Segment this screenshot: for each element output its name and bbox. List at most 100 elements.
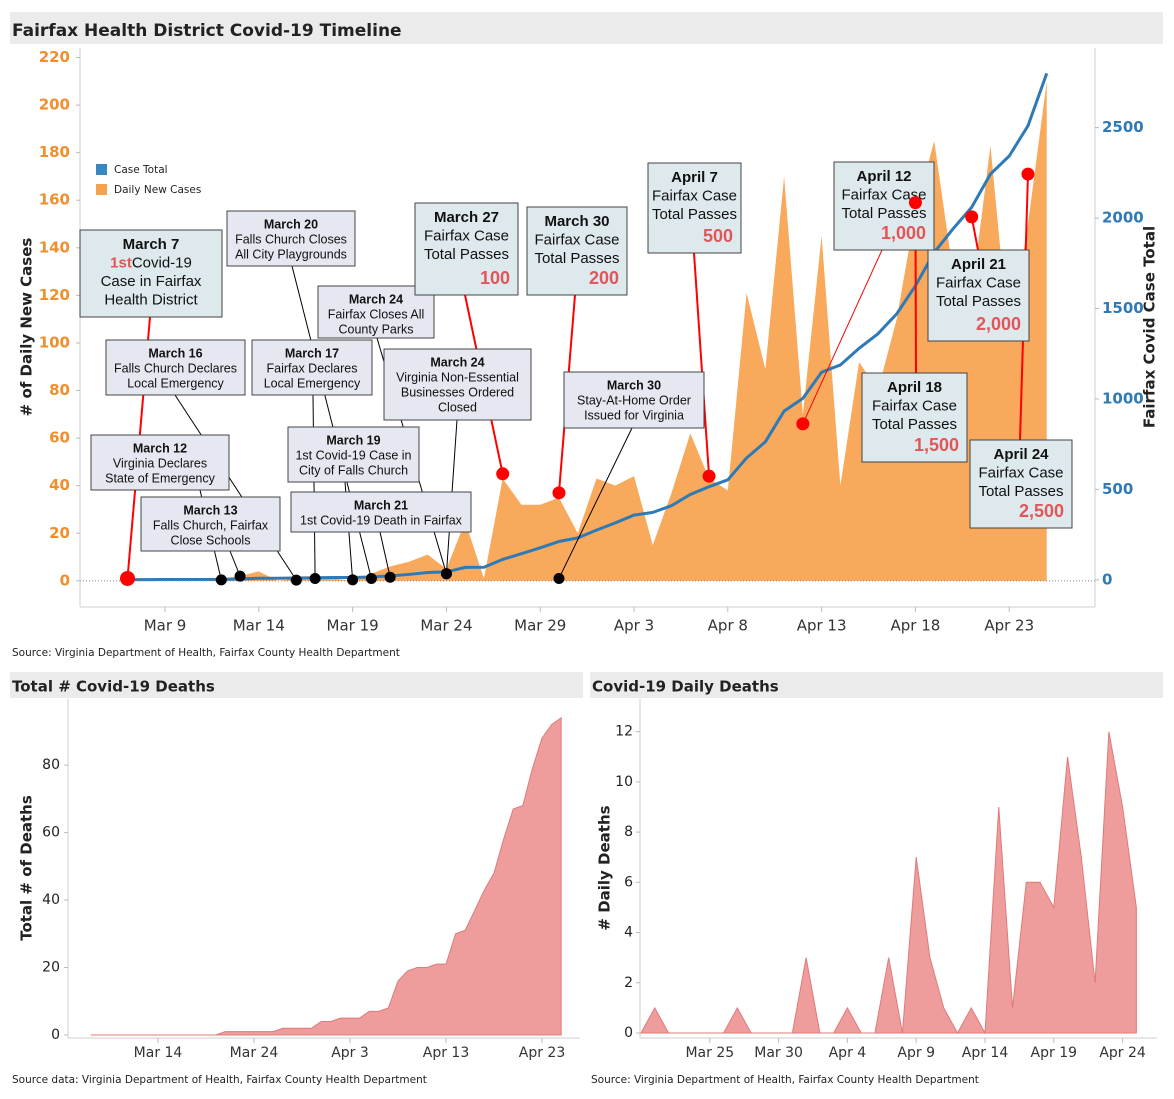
annotation-title: March 13 bbox=[183, 503, 237, 517]
annotation-box bbox=[647, 162, 742, 254]
annotation-title: March 12 bbox=[133, 441, 187, 455]
annotation-text: 1st Covid-19 Case in bbox=[295, 448, 411, 462]
y-tick-label: 4 bbox=[624, 925, 633, 941]
annotation-title: April 21 bbox=[951, 256, 1006, 273]
y-tick-label: 200 bbox=[39, 96, 70, 114]
annotation-title: March 19 bbox=[326, 433, 380, 447]
annotation-text: Fairfax Case bbox=[424, 227, 509, 244]
annotation-title: March 16 bbox=[148, 346, 202, 360]
x-tick-label: Mar 14 bbox=[134, 1045, 183, 1061]
event-dot bbox=[965, 210, 979, 224]
annotation-text: Fairfax Closes All bbox=[328, 307, 425, 321]
annotation-box bbox=[251, 339, 373, 396]
y-tick-label: 80 bbox=[42, 757, 60, 773]
event-dot bbox=[496, 467, 510, 481]
annotation-title: March 30 bbox=[607, 378, 661, 392]
y-tick-label: 20 bbox=[42, 960, 60, 976]
annotation-text: Total Passes bbox=[841, 205, 926, 222]
annotation-text: Fairfax Case bbox=[534, 231, 619, 248]
y-tick-label: 0 bbox=[60, 571, 70, 589]
y-tick-label: 12 bbox=[615, 724, 633, 740]
event-dot bbox=[120, 570, 135, 586]
y2-tick-label: 1500 bbox=[1102, 299, 1144, 317]
annotation-text: State of Emergency bbox=[105, 471, 216, 485]
source-note: Source data: Virginia Department of Heal… bbox=[12, 1074, 427, 1086]
x-tick-label: Apr 24 bbox=[1099, 1045, 1146, 1061]
area bbox=[127, 81, 1047, 581]
annotation-text: Fairfax Case bbox=[872, 397, 957, 414]
connector bbox=[379, 531, 391, 578]
connector bbox=[558, 427, 633, 579]
annotation-text: Stay-At-Home Order bbox=[577, 393, 691, 407]
chart-title: Fairfax Health District Covid-19 Timelin… bbox=[12, 21, 402, 41]
y2-tick-label: 500 bbox=[1102, 480, 1133, 498]
x-tick-label: Apr 14 bbox=[962, 1045, 1009, 1061]
source-note: Source: Virginia Department of Health, F… bbox=[12, 647, 400, 659]
x-tick-label: Apr 23 bbox=[984, 617, 1034, 635]
annotation-lead: 1st bbox=[110, 254, 132, 271]
title-bar bbox=[10, 12, 1163, 44]
y-tick-label: 20 bbox=[49, 524, 70, 542]
annotation-title: March 24 bbox=[349, 292, 403, 306]
x-tick-label: Mar 29 bbox=[514, 617, 566, 635]
x-tick-label: Apr 3 bbox=[331, 1045, 369, 1061]
event-dot bbox=[290, 574, 302, 586]
annotation-box bbox=[526, 206, 628, 296]
annotation-text: Total Passes bbox=[872, 416, 957, 433]
annotation-box bbox=[79, 229, 223, 318]
annotation-text: Total Passes bbox=[652, 206, 737, 223]
legend-label: Daily New Cases bbox=[114, 184, 201, 196]
annotation-box bbox=[927, 249, 1030, 342]
x-tick-label: Mar 24 bbox=[420, 617, 472, 635]
legend-label: Case Total bbox=[114, 164, 168, 176]
line bbox=[127, 72, 1049, 582]
x-tick-label: Apr 3 bbox=[614, 617, 654, 635]
connector bbox=[693, 252, 711, 477]
title-bar bbox=[10, 672, 583, 698]
y-tick-label: 0 bbox=[624, 1025, 633, 1041]
y-axis-title: # Daily Deaths bbox=[596, 805, 614, 930]
x-tick-label: Apr 23 bbox=[519, 1045, 565, 1061]
legend-swatch bbox=[96, 184, 107, 195]
annotation-text: Health District bbox=[104, 291, 198, 308]
x-tick-label: Apr 13 bbox=[423, 1045, 469, 1061]
area bbox=[640, 731, 1137, 1035]
y-tick-label: 2 bbox=[624, 975, 633, 991]
annotation-text: Total Passes bbox=[534, 250, 619, 267]
annotation-text: Fairfax Declares bbox=[267, 361, 358, 375]
event-dot bbox=[552, 486, 566, 500]
event-dot bbox=[309, 572, 321, 584]
source-note: Source: Virginia Department of Health, F… bbox=[591, 1074, 979, 1086]
annotation-text: 1st Covid-19 Death in Fairfax bbox=[300, 513, 463, 527]
y-tick-label: 80 bbox=[49, 381, 70, 399]
annotation-text: Fairfax Case bbox=[978, 464, 1063, 481]
y2-tick-label: 0 bbox=[1102, 570, 1112, 588]
annotation-text: Fairfax Case bbox=[936, 274, 1021, 291]
annotation-box bbox=[414, 202, 519, 296]
annotation-text: Total Passes bbox=[424, 246, 509, 263]
annotation-highlight: 2,000 bbox=[976, 314, 1021, 334]
event-dot bbox=[347, 574, 359, 586]
x-tick-label: Apr 9 bbox=[897, 1045, 935, 1061]
x-tick-label: Apr 8 bbox=[708, 617, 748, 635]
annotation-text: Fairfax Case bbox=[652, 187, 737, 204]
event-dot bbox=[702, 469, 716, 483]
annotation-box bbox=[290, 491, 472, 533]
annotation-text: Close Schools bbox=[171, 533, 251, 547]
connector bbox=[802, 249, 883, 425]
x-tick-label: Apr 4 bbox=[829, 1045, 867, 1061]
y-tick-label: 40 bbox=[42, 892, 60, 908]
annotation-text: Local Emergency bbox=[264, 376, 361, 390]
area bbox=[90, 716, 562, 1036]
annotation-text: Falls Church, Fairfax bbox=[153, 518, 269, 532]
event-dot bbox=[384, 571, 396, 583]
annotation-title: April 18 bbox=[887, 379, 942, 396]
annotation-text: Falls Church Closes bbox=[235, 232, 347, 246]
y-tick-label: 0 bbox=[51, 1027, 60, 1043]
annotation-text: Issued for Virginia bbox=[584, 408, 684, 422]
annotation-text: Virginia Declares bbox=[113, 456, 207, 470]
annotation-text: Case in Fairfax bbox=[101, 273, 202, 290]
y-tick-label: 60 bbox=[42, 825, 60, 841]
annotation-text: Fairfax Case bbox=[841, 186, 926, 203]
